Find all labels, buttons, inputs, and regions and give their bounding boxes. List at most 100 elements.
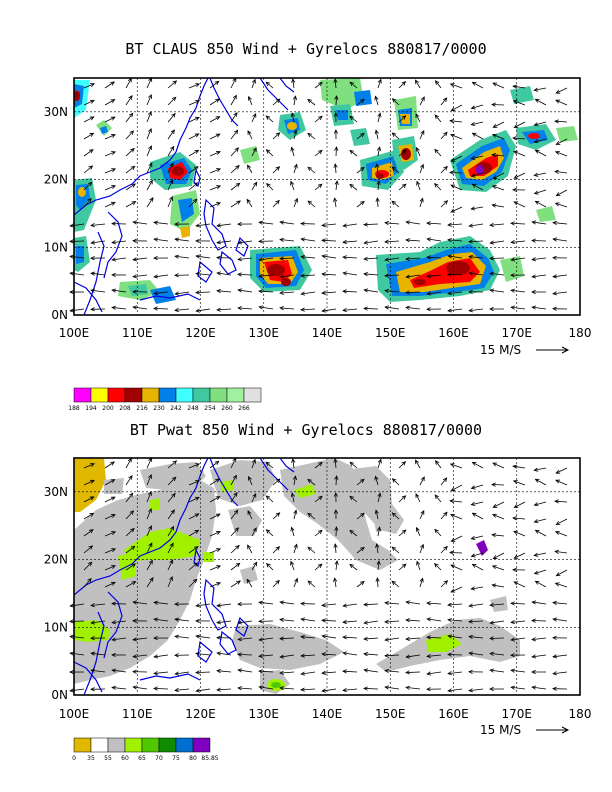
- wind-vector: [69, 669, 85, 675]
- wind-vector: [132, 685, 148, 690]
- wind-vector: [69, 634, 85, 639]
- wind-vector: [188, 529, 200, 537]
- wind-vector: [272, 478, 281, 486]
- wind-vector: [188, 496, 200, 503]
- wind-vector: [104, 548, 117, 554]
- wind-vector: [111, 288, 127, 293]
- wind-vector: [426, 635, 442, 640]
- wind-vector: [209, 168, 222, 174]
- wind-vector: [216, 603, 232, 608]
- wind-vector: [216, 223, 232, 228]
- wind-vector: [279, 306, 295, 311]
- wind-vector: [132, 669, 148, 674]
- wind-vector: [342, 669, 358, 674]
- wind-vector: [321, 688, 337, 693]
- wind-vector: [471, 132, 484, 140]
- wind-vector: [468, 634, 484, 640]
- colorbar-swatch: [175, 737, 194, 753]
- wind-vector: [468, 239, 484, 244]
- wind-vector: [174, 617, 190, 622]
- wind-vector: [468, 271, 484, 276]
- wind-vector: [300, 291, 316, 296]
- wind-vector: [489, 240, 505, 245]
- wind-vector: [471, 512, 484, 520]
- wind-vector: [510, 668, 526, 673]
- wind-vector: [291, 78, 296, 89]
- wind-vector: [512, 84, 526, 89]
- wind-vector: [258, 220, 274, 225]
- wind-vector: [552, 617, 568, 622]
- wind-vector: [415, 459, 421, 469]
- wind-vector: [188, 513, 200, 520]
- wind-vector: [293, 163, 298, 174]
- wind-vector: [307, 98, 316, 106]
- wind-vector: [434, 528, 442, 537]
- wind-vector: [90, 223, 106, 228]
- wind-vector: [468, 603, 484, 608]
- wind-vector: [237, 272, 253, 277]
- wind-vector: [333, 492, 338, 503]
- wind-vector: [111, 305, 127, 310]
- wind-vector: [434, 114, 442, 123]
- wind-vector: [492, 121, 505, 128]
- wind-vector: [290, 492, 295, 503]
- wind-vector: [230, 200, 241, 208]
- colorbar-label: 75: [172, 755, 180, 762]
- wind-vector: [209, 116, 221, 123]
- wind-vector: [292, 475, 298, 486]
- wind-vector: [146, 162, 153, 174]
- colorbar-label: 200: [102, 405, 114, 412]
- wind-vector: [290, 112, 295, 123]
- wind-vector: [492, 552, 505, 560]
- wind-vector: [258, 257, 274, 262]
- wind-vector: [90, 668, 106, 673]
- wind-vector: [391, 580, 400, 588]
- wind-vector: [384, 600, 400, 606]
- wind-vector: [470, 586, 484, 591]
- wind-vector: [450, 206, 463, 213]
- colorbar-swatch: [141, 387, 160, 403]
- wind-vector: [209, 582, 221, 588]
- colorbar-label: 65: [138, 755, 146, 762]
- wind-vector: [349, 115, 358, 123]
- wind-vector: [512, 464, 526, 469]
- wind-vector: [195, 618, 211, 624]
- wind-vector: [489, 686, 505, 692]
- wind-vector: [167, 542, 174, 554]
- wind-vector: [265, 461, 274, 469]
- wind-vector: [554, 582, 568, 588]
- wind-vector: [534, 98, 547, 106]
- wind-vector: [230, 129, 239, 140]
- wind-vector: [195, 290, 211, 295]
- wind-vector: [69, 308, 85, 313]
- wind-vector: [552, 220, 568, 225]
- wind-vector: [489, 222, 505, 228]
- panel2-vector-scale-arrow: [536, 726, 570, 734]
- wind-vector: [449, 83, 463, 89]
- wind-vector: [209, 185, 222, 191]
- wind-vector: [132, 257, 148, 262]
- wind-vector: [272, 546, 281, 554]
- wind-vector: [146, 197, 154, 208]
- wind-vector: [391, 512, 400, 520]
- lon-tick-label: 170E: [502, 326, 533, 340]
- wind-vector: [188, 480, 200, 486]
- wind-vector: [333, 543, 338, 554]
- wind-vector: [334, 560, 339, 571]
- wind-vector: [125, 201, 137, 208]
- wind-vector: [419, 163, 424, 174]
- wind-vector: [533, 189, 547, 195]
- wind-vector: [342, 687, 358, 693]
- wind-vector: [491, 152, 505, 158]
- wind-vector: [69, 651, 85, 656]
- panel1-vector-scale-label: 15 M/S: [480, 343, 521, 357]
- wind-vector: [398, 529, 407, 537]
- wind-vector: [391, 546, 400, 554]
- wind-vector: [375, 197, 380, 208]
- colorbar-swatch: [226, 387, 245, 403]
- wind-vector: [554, 202, 568, 208]
- wind-vector: [470, 484, 484, 490]
- wind-vector: [434, 148, 442, 157]
- wind-vector: [531, 238, 547, 243]
- wind-vector: [90, 288, 106, 293]
